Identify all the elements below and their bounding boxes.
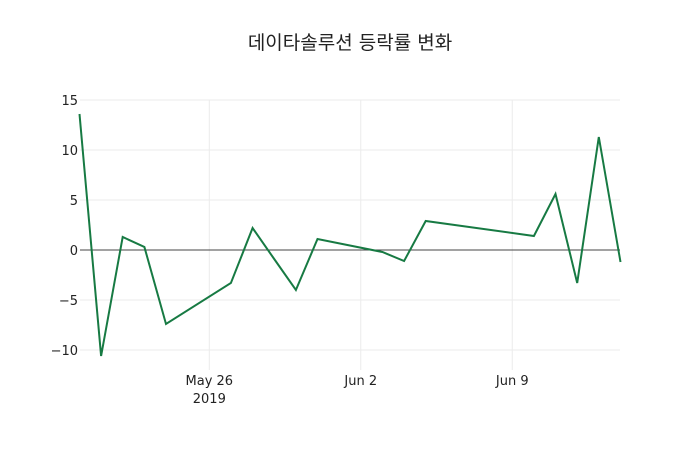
data-series bbox=[78, 113, 622, 357]
y-tick-label: 5 bbox=[70, 194, 78, 209]
x-tick-label: 2019 bbox=[193, 392, 226, 407]
series-line bbox=[78, 113, 622, 357]
y-tick-label: −5 bbox=[59, 294, 78, 309]
chart-title: 데이타솔루션 등락률 변화 bbox=[247, 32, 453, 54]
x-tick-label: Jun 2 bbox=[343, 374, 377, 389]
y-tick-label: 0 bbox=[70, 244, 78, 259]
gridlines bbox=[80, 99, 620, 370]
axes: 15 10 5 0 −5 −10 May 26 2019 Jun 2 Jun 9 bbox=[51, 94, 620, 407]
y-tick-label: 15 bbox=[61, 94, 78, 109]
y-tick-label: −10 bbox=[51, 344, 78, 359]
y-tick-label: 10 bbox=[61, 144, 78, 159]
x-tick-label: Jun 9 bbox=[495, 374, 529, 389]
x-tick-label: May 26 bbox=[186, 374, 234, 389]
